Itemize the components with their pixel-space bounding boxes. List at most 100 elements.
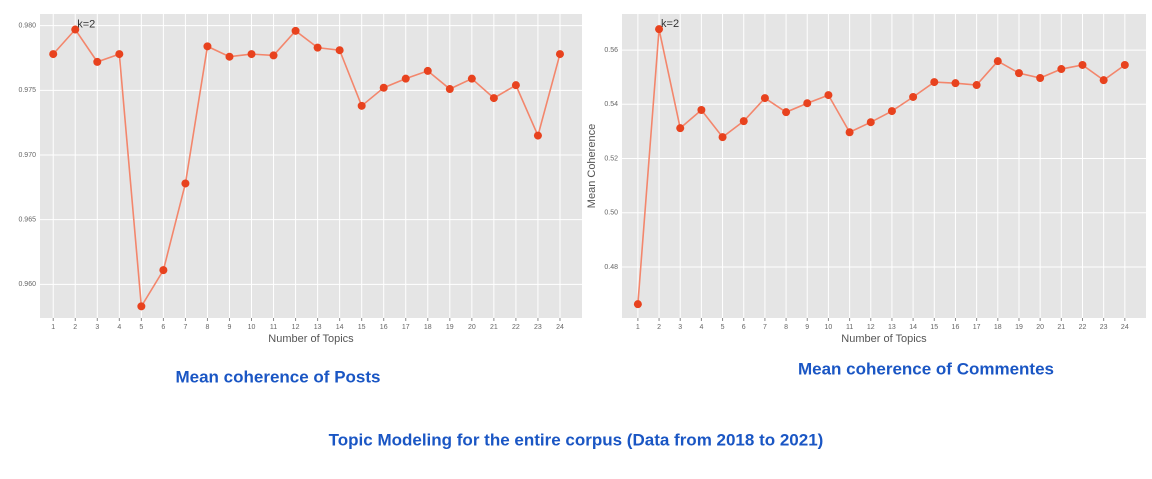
x-tick-label: 8 (205, 324, 209, 331)
x-tick-label: 7 (183, 324, 187, 331)
x-tick-label: 12 (292, 324, 300, 331)
marker (824, 91, 833, 100)
y-tick-label: 0.960 (18, 281, 36, 288)
y-tick-label: 0.980 (18, 22, 36, 29)
x-tick-label: 20 (468, 324, 476, 331)
x-tick-label: 20 (1036, 324, 1044, 331)
x-tick-label: 19 (446, 324, 454, 331)
marker (1078, 60, 1087, 69)
marker (379, 83, 388, 92)
x-tick-label: 6 (742, 324, 746, 331)
chart-caption: Mean coherence of Posts (175, 367, 380, 386)
x-axis-label: Number of Topics (268, 333, 354, 345)
annotation: k=2 (661, 18, 679, 30)
x-tick-label: 16 (380, 324, 388, 331)
x-tick-label: 1 (636, 324, 640, 331)
x-tick-label: 7 (763, 324, 767, 331)
x-tick-label: 15 (930, 324, 938, 331)
x-tick-label: 14 (909, 324, 917, 331)
marker (930, 78, 939, 87)
marker (159, 266, 168, 275)
marker (357, 101, 366, 110)
x-tick-label: 12 (867, 324, 875, 331)
marker (489, 94, 498, 103)
x-tick-label: 19 (1015, 324, 1023, 331)
marker (225, 52, 234, 61)
x-tick-label: 24 (556, 324, 564, 331)
marker (467, 74, 476, 83)
marker (1120, 60, 1129, 69)
x-tick-label: 6 (161, 324, 165, 331)
x-tick-label: 17 (402, 324, 410, 331)
marker (1014, 69, 1023, 78)
y-tick-label: 0.48 (604, 264, 618, 271)
marker (93, 57, 102, 66)
x-tick-label: 15 (358, 324, 366, 331)
marker (1057, 65, 1066, 74)
marker (335, 46, 344, 55)
marker (760, 94, 769, 103)
x-tick-label: 4 (699, 324, 703, 331)
x-tick-label: 14 (336, 324, 344, 331)
x-tick-label: 22 (1079, 324, 1087, 331)
x-tick-label: 21 (490, 324, 498, 331)
x-tick-label: 17 (973, 324, 981, 331)
x-tick-label: 23 (534, 324, 542, 331)
y-tick-label: 0.54 (604, 101, 618, 108)
marker (633, 300, 642, 309)
line (52, 28, 561, 309)
marker (909, 92, 918, 101)
marker (782, 108, 791, 117)
plot-area (622, 14, 1146, 318)
x-tick-label: 24 (1121, 324, 1129, 331)
x-tick-label: 13 (314, 324, 322, 331)
x-tick-label: 1 (51, 324, 55, 331)
y-axis-label: Mean Coherence (586, 124, 598, 208)
marker (49, 50, 58, 59)
x-tick-label: 18 (994, 324, 1002, 331)
marker (247, 50, 256, 59)
x-tick-label: 16 (952, 324, 960, 331)
marker (655, 25, 664, 34)
marker (1099, 76, 1108, 85)
x-tick-label: 5 (721, 324, 725, 331)
x-tick-label: 21 (1057, 324, 1065, 331)
marker (533, 131, 542, 140)
marker (866, 118, 875, 127)
x-tick-label: 8 (784, 324, 788, 331)
marker (203, 42, 212, 51)
chart-caption: Mean coherence of Commentes (798, 359, 1054, 378)
y-tick-label: 0.56 (604, 47, 618, 54)
marker (887, 107, 896, 116)
marker (993, 57, 1002, 66)
y-tick-label: 0.52 (604, 155, 618, 162)
x-tick-label: 3 (678, 324, 682, 331)
y-tick-label: 0.965 (18, 217, 36, 224)
x-tick-label: 18 (424, 324, 432, 331)
x-tick-label: 9 (228, 324, 232, 331)
marker (972, 81, 981, 90)
x-tick-label: 13 (888, 324, 896, 331)
plot-area (40, 14, 582, 318)
x-tick-label: 9 (805, 324, 809, 331)
x-tick-label: 10 (825, 324, 833, 331)
x-tick-label: 10 (248, 324, 256, 331)
marker (511, 81, 520, 90)
annotation: k=2 (77, 18, 95, 30)
marker (313, 43, 322, 52)
x-tick-label: 22 (512, 324, 520, 331)
x-tick-label: 3 (95, 324, 99, 331)
marker (137, 302, 146, 311)
x-tick-label: 2 (73, 324, 77, 331)
marker (845, 128, 854, 137)
marker (739, 117, 748, 126)
marker (951, 79, 960, 88)
marker (718, 133, 727, 142)
marker (269, 51, 278, 60)
y-tick-label: 0.975 (18, 87, 36, 94)
x-tick-label: 11 (846, 324, 853, 331)
marker (71, 25, 80, 34)
marker (1036, 74, 1045, 82)
marker (291, 26, 300, 35)
